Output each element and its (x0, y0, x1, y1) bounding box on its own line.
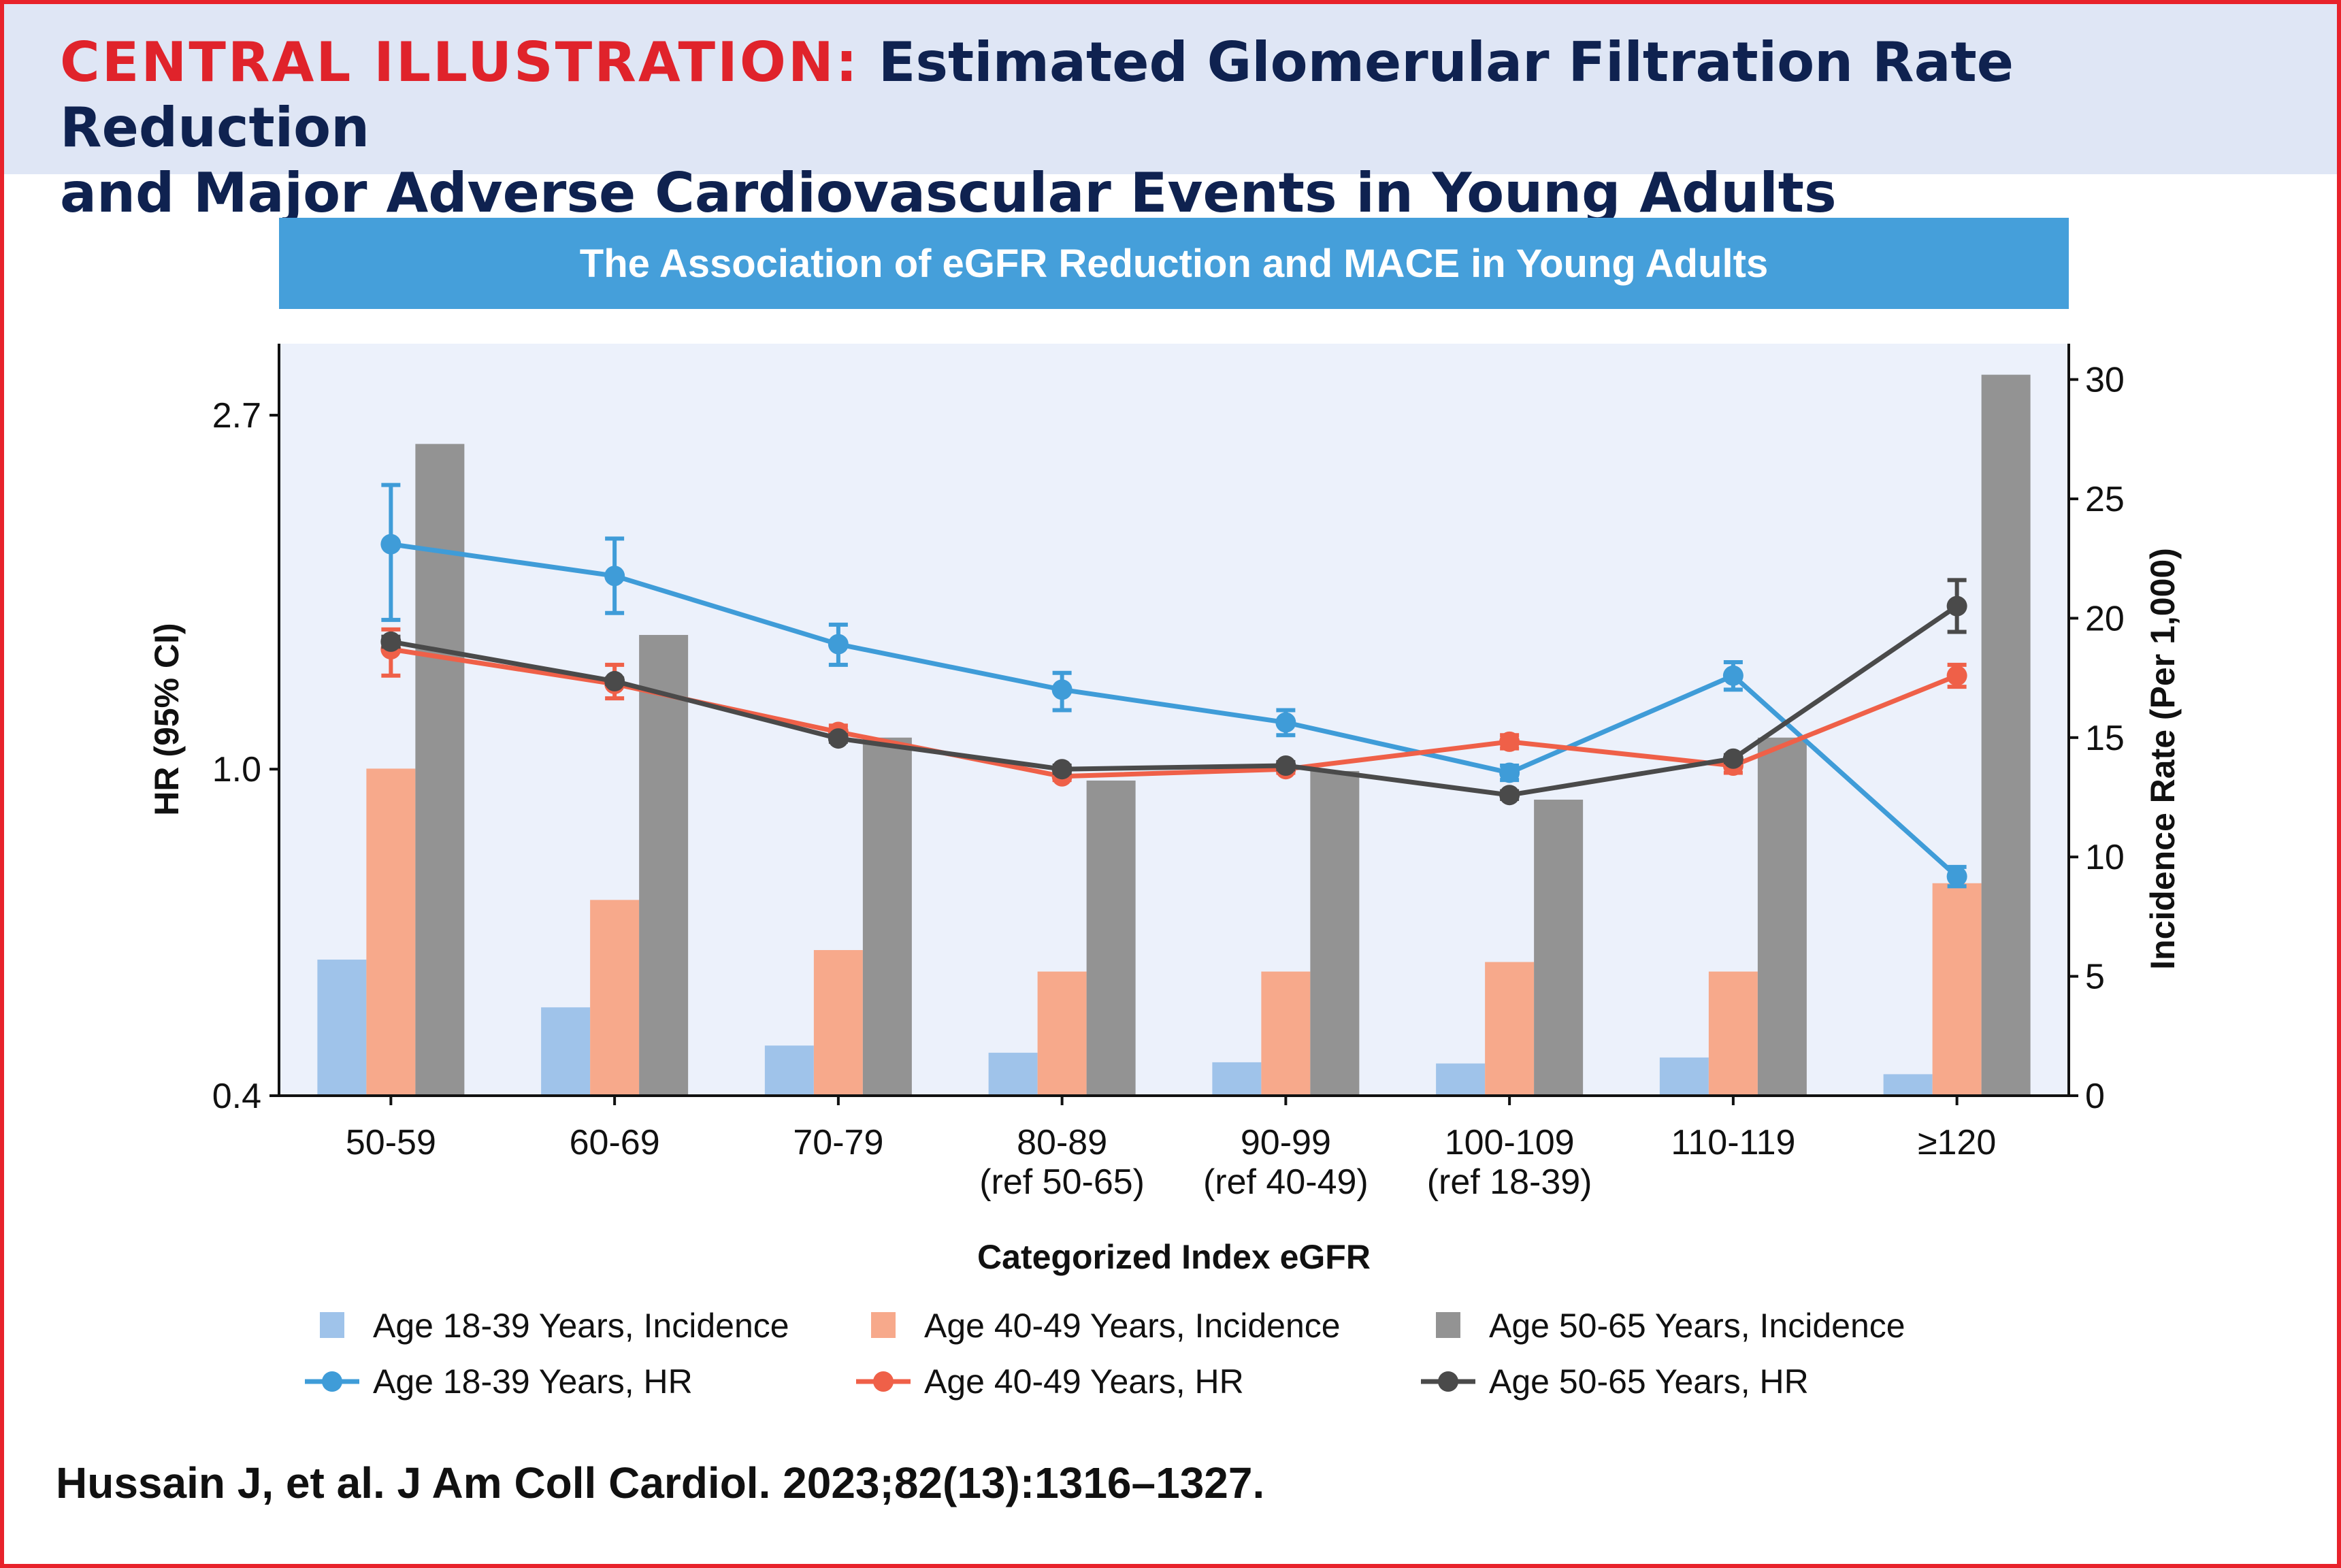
left-axis-title: HR (95% CI) (148, 623, 186, 815)
hr-point (380, 631, 402, 652)
hr-point (1051, 679, 1073, 700)
hr-point (1722, 665, 1744, 686)
left-axis-ticks: 0.4 1.0 2.7 (212, 396, 279, 1116)
incidence-bar (764, 1045, 814, 1096)
bars-layer (317, 374, 2031, 1096)
hr-point (604, 566, 625, 587)
central-illustration-label: CENTRAL ILLUSTRATION: (60, 31, 860, 94)
legend-label: Age 50-65 Years, HR (1489, 1362, 1809, 1401)
legend-swatch-bar (871, 1312, 896, 1338)
hr-point (828, 728, 849, 749)
x-tick-label: ≥120 (1918, 1123, 1996, 1162)
legend-swatch-marker (322, 1371, 342, 1392)
incidence-bar (1883, 1074, 1933, 1096)
title-line-2: and Major Adverse Cardiovascular Events … (60, 161, 1837, 225)
incidence-bar (1659, 1057, 1709, 1096)
right-tick-label: 30 (2085, 361, 2125, 400)
right-tick-label: 15 (2085, 719, 2125, 758)
incidence-bar (813, 950, 863, 1096)
hr-point (1946, 866, 1967, 887)
incidence-bar (1086, 780, 1136, 1096)
incidence-bar (862, 737, 912, 1096)
legend-label: Age 18-39 Years, Incidence (373, 1307, 789, 1345)
left-tick-label: 0.4 (212, 1077, 261, 1116)
x-tick-label: 60-69 (570, 1123, 660, 1162)
right-tick-label: 25 (2085, 480, 2125, 519)
x-tick-label: (ref 40-49) (1203, 1162, 1369, 1202)
incidence-bar (1212, 1062, 1262, 1096)
incidence-bar (1981, 374, 2031, 1096)
right-tick-label: 5 (2085, 958, 2105, 997)
hr-lines-layer (380, 483, 1967, 889)
hr-point (1499, 731, 1520, 752)
incidence-bar (1932, 883, 1982, 1096)
x-axis-title: Categorized Index eGFR (977, 1238, 1371, 1276)
incidence-bar (541, 1007, 591, 1096)
legend-swatch-marker (1438, 1371, 1458, 1392)
incidence-bar (590, 900, 640, 1096)
hr-point (1946, 665, 1967, 686)
hr-point (1499, 762, 1520, 783)
right-tick-label: 0 (2085, 1077, 2105, 1116)
x-tick-label: 70-79 (793, 1123, 883, 1162)
right-tick-label: 20 (2085, 599, 2125, 638)
hr-point (1722, 748, 1744, 769)
legend-swatch-marker (873, 1371, 894, 1392)
hr-point (1499, 785, 1520, 806)
x-tick-label: 100-109 (1445, 1123, 1575, 1162)
x-tick-label: 50-59 (346, 1123, 436, 1162)
figure-title: CENTRAL ILLUSTRATION: Estimated Glomerul… (60, 30, 2306, 226)
chart-banner: The Association of eGFR Reduction and MA… (279, 218, 2069, 309)
header: CENTRAL ILLUSTRATION: Estimated Glomerul… (4, 4, 2337, 225)
legend-swatch-bar (320, 1312, 344, 1338)
incidence-bar (1534, 800, 1584, 1096)
hr-point (604, 670, 625, 691)
title-line-1: Estimated Glomerular Filtration Rate Red… (60, 31, 2014, 159)
hr-point (1946, 595, 1967, 617)
hr-point (1051, 759, 1073, 780)
x-axis-ticks: 50-59 60-69 70-79 80-89(ref 50-65)90-99(ref… (346, 1096, 1996, 1202)
x-tick-label: (ref 50-65) (979, 1162, 1145, 1202)
right-tick-label: 10 (2085, 838, 2125, 877)
legend-swatch-bar (1436, 1312, 1460, 1338)
incidence-bar (639, 634, 689, 1096)
x-tick-label: (ref 18-39) (1427, 1162, 1592, 1202)
hr-series-line (390, 542, 1959, 879)
citation: Hussain J, et al. J Am Coll Cardiol. 202… (56, 1458, 1265, 1507)
incidence-bar (366, 768, 416, 1096)
incidence-bar (1485, 962, 1535, 1096)
incidence-bar (1757, 737, 1807, 1096)
legend-label: Age 18-39 Years, HR (373, 1362, 693, 1401)
hr-point (380, 534, 402, 555)
incidence-bar (415, 444, 465, 1096)
incidence-bar (1708, 971, 1758, 1096)
hr-point (828, 634, 849, 655)
left-tick-label: 2.7 (212, 396, 261, 436)
hr-point (1275, 712, 1296, 733)
x-tick-label: 90-99 (1241, 1123, 1331, 1162)
right-axis-title: Incidence Rate (Per 1,000) (2144, 548, 2182, 970)
incidence-bar (1436, 1063, 1486, 1096)
legend-label: Age 40-49 Years, HR (924, 1362, 1244, 1401)
hr-point (1275, 755, 1296, 776)
legend-label: Age 40-49 Years, Incidence (924, 1307, 1341, 1345)
incidence-bar (1037, 971, 1087, 1096)
incidence-bar (1261, 971, 1311, 1096)
left-tick-label: 1.0 (212, 750, 261, 789)
incidence-bar (988, 1052, 1038, 1096)
incidence-bar (317, 960, 367, 1096)
x-tick-label: 80-89 (1017, 1123, 1107, 1162)
x-tick-label: 110-119 (1671, 1123, 1795, 1162)
right-axis-ticks: 0 5 10 15 20 25 30 (2069, 361, 2125, 1116)
legend: Age 18-39 Years, Incidence Age 40-49 Year… (305, 1307, 1905, 1401)
incidence-bar (1310, 770, 1360, 1096)
hr-series-line (390, 604, 1959, 798)
banner-title: The Association of eGFR Reduction and MA… (579, 241, 1769, 286)
legend-label: Age 50-65 Years, Incidence (1489, 1307, 1905, 1345)
